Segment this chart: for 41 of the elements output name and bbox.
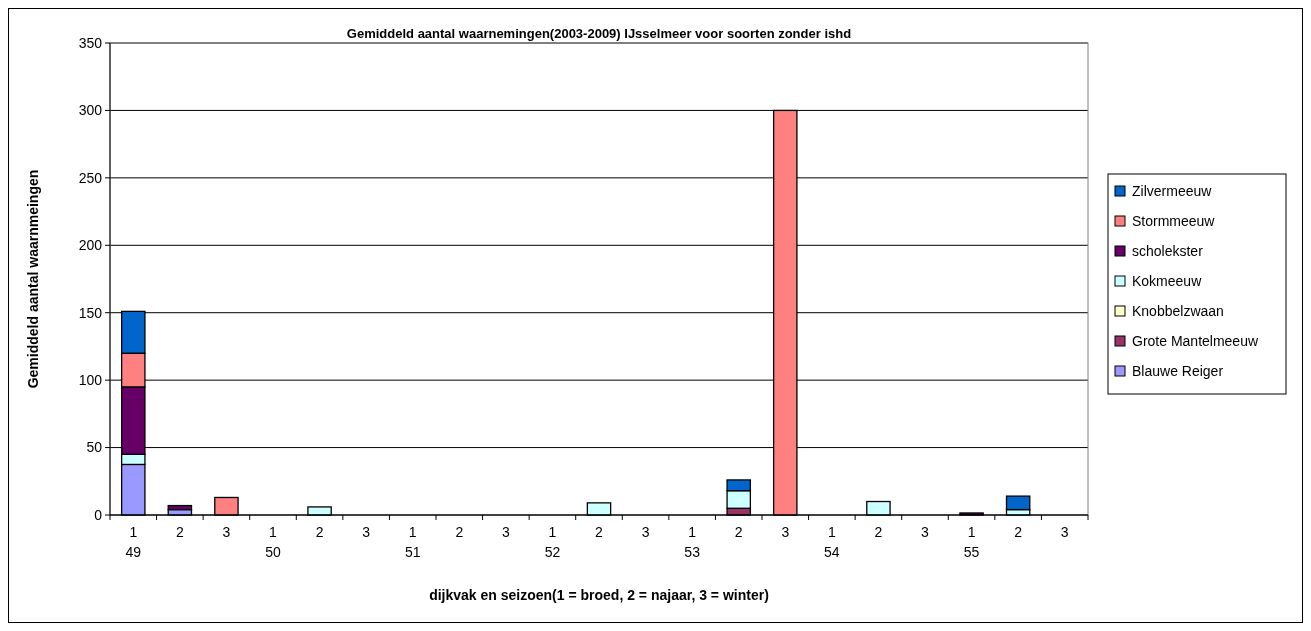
x-tick-label: 2 bbox=[455, 524, 464, 540]
legend-label: Grote Mantelmeeuw bbox=[1132, 332, 1259, 349]
x-tick-label: 2 bbox=[315, 524, 324, 540]
x-tick-label: 1 50 bbox=[265, 524, 281, 560]
y-tick-label: 200 bbox=[78, 237, 103, 254]
x-tick-label: 2 bbox=[175, 524, 184, 540]
x-tick-label: 2 bbox=[874, 524, 883, 540]
x-axis-title: dijkvak en seizoen(1 = broed, 2 = najaar, 3 = winter) bbox=[429, 587, 769, 603]
legend-label: Kokmeeuw bbox=[1132, 272, 1203, 289]
legend-label: Blauwe Reiger bbox=[1132, 362, 1224, 379]
legend-label: Stormmeeuw bbox=[1132, 212, 1216, 229]
y-axis-title: Gemiddeld aantal waarnmeingen bbox=[25, 169, 41, 389]
x-tick-label: 2 bbox=[734, 524, 743, 540]
x-tick-label: 1 51 bbox=[404, 524, 421, 560]
legend-label: scholekster bbox=[1132, 242, 1204, 259]
x-tick-label: 3 bbox=[501, 524, 510, 540]
y-tick-label: 350 bbox=[78, 34, 103, 51]
y-tick-label: 100 bbox=[78, 372, 103, 389]
legend-label: Zilvermeeuw bbox=[1132, 182, 1213, 199]
y-tick-label: 250 bbox=[78, 169, 103, 186]
x-tick-label: 3 bbox=[362, 524, 371, 540]
chart-title: Gemiddeld aantal waarnemingen(2003-2009) IJsselmeer voor soorten zonder ishd bbox=[346, 26, 852, 41]
x-tick-label: 3 bbox=[1060, 524, 1069, 540]
x-tick-label: 1 55 bbox=[963, 524, 980, 560]
legend-label: Knobbelzwaan bbox=[1132, 302, 1224, 319]
y-tick-label: 300 bbox=[78, 102, 103, 119]
bar bbox=[1005, 495, 1031, 511]
x-tick-label: 3 bbox=[921, 524, 930, 540]
x-tick-label: 1 52 bbox=[544, 524, 561, 560]
x-tick-label: 3 bbox=[641, 524, 650, 540]
x-tick-label: 1 54 bbox=[824, 524, 840, 560]
x-tick-label: 2 bbox=[1014, 524, 1023, 540]
x-tick-label: 3 bbox=[781, 524, 790, 540]
x-tick-label: 3 bbox=[222, 524, 231, 540]
x-tick-label: 1 49 bbox=[125, 524, 142, 560]
y-tick-label: 0 bbox=[94, 506, 103, 523]
x-tick-label: 1 53 bbox=[684, 524, 701, 560]
x-tick-label: 2 bbox=[595, 524, 604, 540]
y-tick-label: 50 bbox=[86, 439, 103, 456]
bar bbox=[167, 504, 193, 511]
y-tick-label: 150 bbox=[78, 304, 103, 321]
